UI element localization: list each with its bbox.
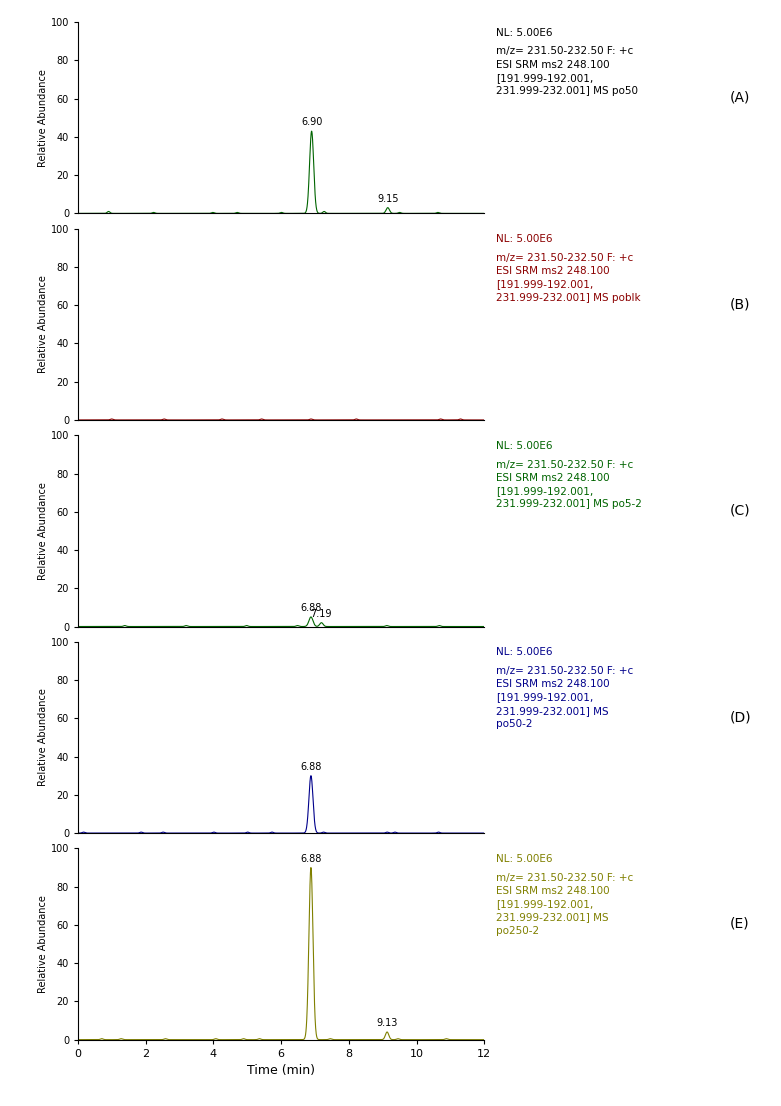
Text: NL: 5.00E6: NL: 5.00E6 — [496, 441, 552, 451]
Text: m/z= 231.50-232.50 F: +c
ESI SRM ms2 248.100
[191.999-192.001,
231.999-232.001] : m/z= 231.50-232.50 F: +c ESI SRM ms2 248… — [496, 873, 633, 936]
X-axis label: Time (min): Time (min) — [247, 1064, 316, 1077]
Y-axis label: Relative Abundance: Relative Abundance — [38, 689, 48, 786]
Text: m/z= 231.50-232.50 F: +c
ESI SRM ms2 248.100
[191.999-192.001,
231.999-232.001] : m/z= 231.50-232.50 F: +c ESI SRM ms2 248… — [496, 253, 640, 303]
Text: 6.90: 6.90 — [301, 117, 323, 127]
Text: (E): (E) — [730, 917, 750, 931]
Text: 9.15: 9.15 — [377, 194, 398, 204]
Text: 6.88: 6.88 — [300, 762, 322, 772]
Text: 7.19: 7.19 — [311, 609, 332, 619]
Text: (D): (D) — [730, 710, 752, 724]
Text: 6.88: 6.88 — [300, 854, 322, 864]
Text: (B): (B) — [730, 298, 751, 311]
Y-axis label: Relative Abundance: Relative Abundance — [38, 69, 48, 167]
Text: NL: 5.00E6: NL: 5.00E6 — [496, 28, 552, 38]
Y-axis label: Relative Abundance: Relative Abundance — [38, 275, 48, 373]
Text: 9.13: 9.13 — [376, 1019, 398, 1029]
Text: m/z= 231.50-232.50 F: +c
ESI SRM ms2 248.100
[191.999-192.001,
231.999-232.001] : m/z= 231.50-232.50 F: +c ESI SRM ms2 248… — [496, 46, 638, 96]
Text: NL: 5.00E6: NL: 5.00E6 — [496, 647, 552, 657]
Text: NL: 5.00E6: NL: 5.00E6 — [496, 234, 552, 244]
Y-axis label: Relative Abundance: Relative Abundance — [38, 895, 48, 993]
Text: NL: 5.00E6: NL: 5.00E6 — [496, 854, 552, 864]
Text: m/z= 231.50-232.50 F: +c
ESI SRM ms2 248.100
[191.999-192.001,
231.999-232.001] : m/z= 231.50-232.50 F: +c ESI SRM ms2 248… — [496, 666, 633, 729]
Text: (C): (C) — [730, 504, 751, 518]
Y-axis label: Relative Abundance: Relative Abundance — [38, 482, 48, 580]
Text: 6.88: 6.88 — [300, 603, 322, 613]
Text: (A): (A) — [730, 91, 751, 105]
Text: m/z= 231.50-232.50 F: +c
ESI SRM ms2 248.100
[191.999-192.001,
231.999-232.001] : m/z= 231.50-232.50 F: +c ESI SRM ms2 248… — [496, 460, 642, 509]
